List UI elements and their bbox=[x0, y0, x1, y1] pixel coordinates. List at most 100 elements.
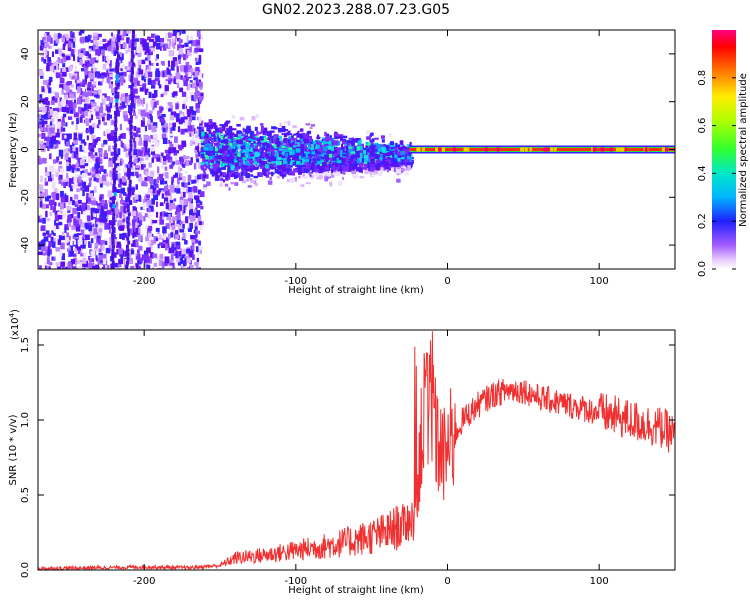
spectrogram-cell bbox=[348, 148, 353, 153]
spectrogram-streak-cell bbox=[115, 74, 119, 79]
spectrogram-streak-cell bbox=[126, 224, 130, 229]
spectrogram-cell bbox=[323, 154, 328, 159]
spectrogram-cell bbox=[277, 157, 281, 161]
spectrogram-cell bbox=[269, 157, 275, 161]
spectrogram-cell bbox=[131, 219, 137, 226]
spectrogram-cell bbox=[132, 102, 136, 109]
spectrogram-cell bbox=[220, 129, 223, 134]
spectrogram-cell bbox=[295, 132, 299, 135]
spectrogram-cell bbox=[119, 123, 122, 131]
spectrogram-cell bbox=[151, 186, 157, 194]
spectrogram-streak-cell bbox=[131, 38, 135, 43]
spectrogram-cell bbox=[44, 264, 48, 269]
spectrogram-cell bbox=[258, 131, 262, 135]
spectrogram-cell bbox=[169, 262, 175, 267]
spectrogram-cell bbox=[53, 159, 57, 164]
spectrogram-line-speck bbox=[591, 147, 594, 152]
spectrogram-cell bbox=[176, 150, 179, 154]
spectrogram-cell bbox=[102, 63, 107, 70]
spectrogram-cell bbox=[287, 168, 292, 174]
spectrogram-cell bbox=[94, 247, 98, 251]
spectrogram-cell bbox=[116, 166, 121, 171]
spectrogram-cell bbox=[257, 155, 263, 159]
spectrogram-cell bbox=[49, 127, 55, 134]
spectrogram-cell bbox=[61, 253, 65, 261]
spectrogram-cell bbox=[108, 160, 113, 168]
spectrogram-cell bbox=[241, 179, 247, 184]
spectrogram-streak-cell bbox=[114, 131, 117, 136]
spectrogram-cell bbox=[57, 266, 62, 269]
spectrogram-cell bbox=[340, 156, 343, 161]
spectrogram-cell bbox=[195, 146, 199, 152]
spectrogram-cell bbox=[366, 148, 370, 153]
spectrogram-cell bbox=[99, 214, 105, 219]
spectrogram-streak-cell bbox=[114, 155, 118, 160]
spectrogram-cell bbox=[334, 136, 339, 140]
spectrogram-cell bbox=[40, 192, 45, 199]
spectrogram-cell bbox=[244, 168, 248, 172]
spectrogram-cell bbox=[137, 59, 142, 66]
spectrogram-cell bbox=[406, 170, 409, 173]
spectrogram-cell bbox=[49, 153, 52, 160]
spectrogram-cell bbox=[220, 177, 224, 181]
spectrogram-cell bbox=[380, 147, 385, 151]
spectrogram-cell bbox=[183, 191, 185, 198]
spectrogram-cell bbox=[398, 155, 402, 158]
spectrogram-cell bbox=[85, 129, 90, 133]
spectrogram-cell bbox=[359, 163, 364, 167]
spectrogram-cell bbox=[101, 245, 105, 251]
spectrogram-cell bbox=[189, 131, 192, 137]
spectrogram-cell bbox=[137, 249, 140, 257]
spectrogram-cell bbox=[339, 149, 343, 155]
spectrogram-cell bbox=[42, 45, 45, 49]
spectrogram-cell bbox=[275, 134, 279, 140]
spectrogram-cell bbox=[275, 160, 280, 166]
spectrogram-cell bbox=[348, 162, 353, 167]
spectrogram-cell bbox=[115, 37, 118, 43]
spectrogram-cell bbox=[93, 39, 98, 46]
spectrogram-cell bbox=[363, 149, 367, 155]
spectrogram-cell bbox=[184, 119, 189, 126]
spectrogram-cell bbox=[78, 175, 82, 181]
spectrogram-cell bbox=[208, 146, 214, 151]
spectrogram-cell bbox=[299, 169, 302, 173]
spectrogram-cell bbox=[161, 189, 164, 194]
spectrogram-cell bbox=[182, 224, 185, 229]
spectrogram-cell bbox=[210, 121, 213, 125]
spectrogram-cell bbox=[366, 155, 369, 161]
spectrogram-line-speck bbox=[619, 147, 623, 152]
spectrogram-cell bbox=[229, 153, 232, 159]
spectrogram-cell bbox=[155, 69, 160, 73]
spectrogram-streak-cell bbox=[113, 188, 117, 192]
spectrogram-cell bbox=[208, 149, 213, 154]
spectrogram-cell bbox=[62, 55, 67, 62]
spectrogram-cell bbox=[155, 71, 160, 78]
spectrogram-cell bbox=[90, 154, 95, 159]
spectrogram-cell bbox=[141, 254, 146, 261]
spectrogram-cell bbox=[185, 216, 189, 224]
spectrogram-streak-cell bbox=[130, 78, 134, 83]
spectrogram-cell bbox=[164, 149, 169, 154]
spectrogram-cell bbox=[47, 131, 52, 138]
spectrogram-cell bbox=[183, 75, 188, 80]
spectrogram-cell bbox=[187, 50, 192, 57]
spectrogram-cell bbox=[96, 220, 99, 225]
spectrogram-cell bbox=[38, 157, 41, 164]
spectrogram-cell bbox=[108, 114, 112, 119]
spectrogram-cell bbox=[369, 146, 372, 149]
spectrogram-cell bbox=[102, 38, 107, 42]
spectrogram-cell bbox=[247, 155, 251, 160]
spectrogram-cell bbox=[200, 201, 203, 206]
spectrogram-cell bbox=[98, 204, 104, 211]
spectrogram-cell bbox=[61, 71, 67, 77]
spectrogram-cell bbox=[227, 173, 232, 176]
spectrogram-cell bbox=[72, 146, 76, 152]
spectrogram-cell bbox=[176, 188, 181, 194]
spectrogram-cell bbox=[61, 121, 64, 126]
spectrogram-cell bbox=[138, 150, 143, 156]
spectrogram-cell bbox=[82, 207, 87, 215]
spectrogram-cell bbox=[123, 214, 126, 222]
spectrogram-cell bbox=[53, 61, 58, 66]
spectrogram-cell bbox=[245, 173, 251, 179]
spectrogram-cell bbox=[240, 133, 243, 137]
